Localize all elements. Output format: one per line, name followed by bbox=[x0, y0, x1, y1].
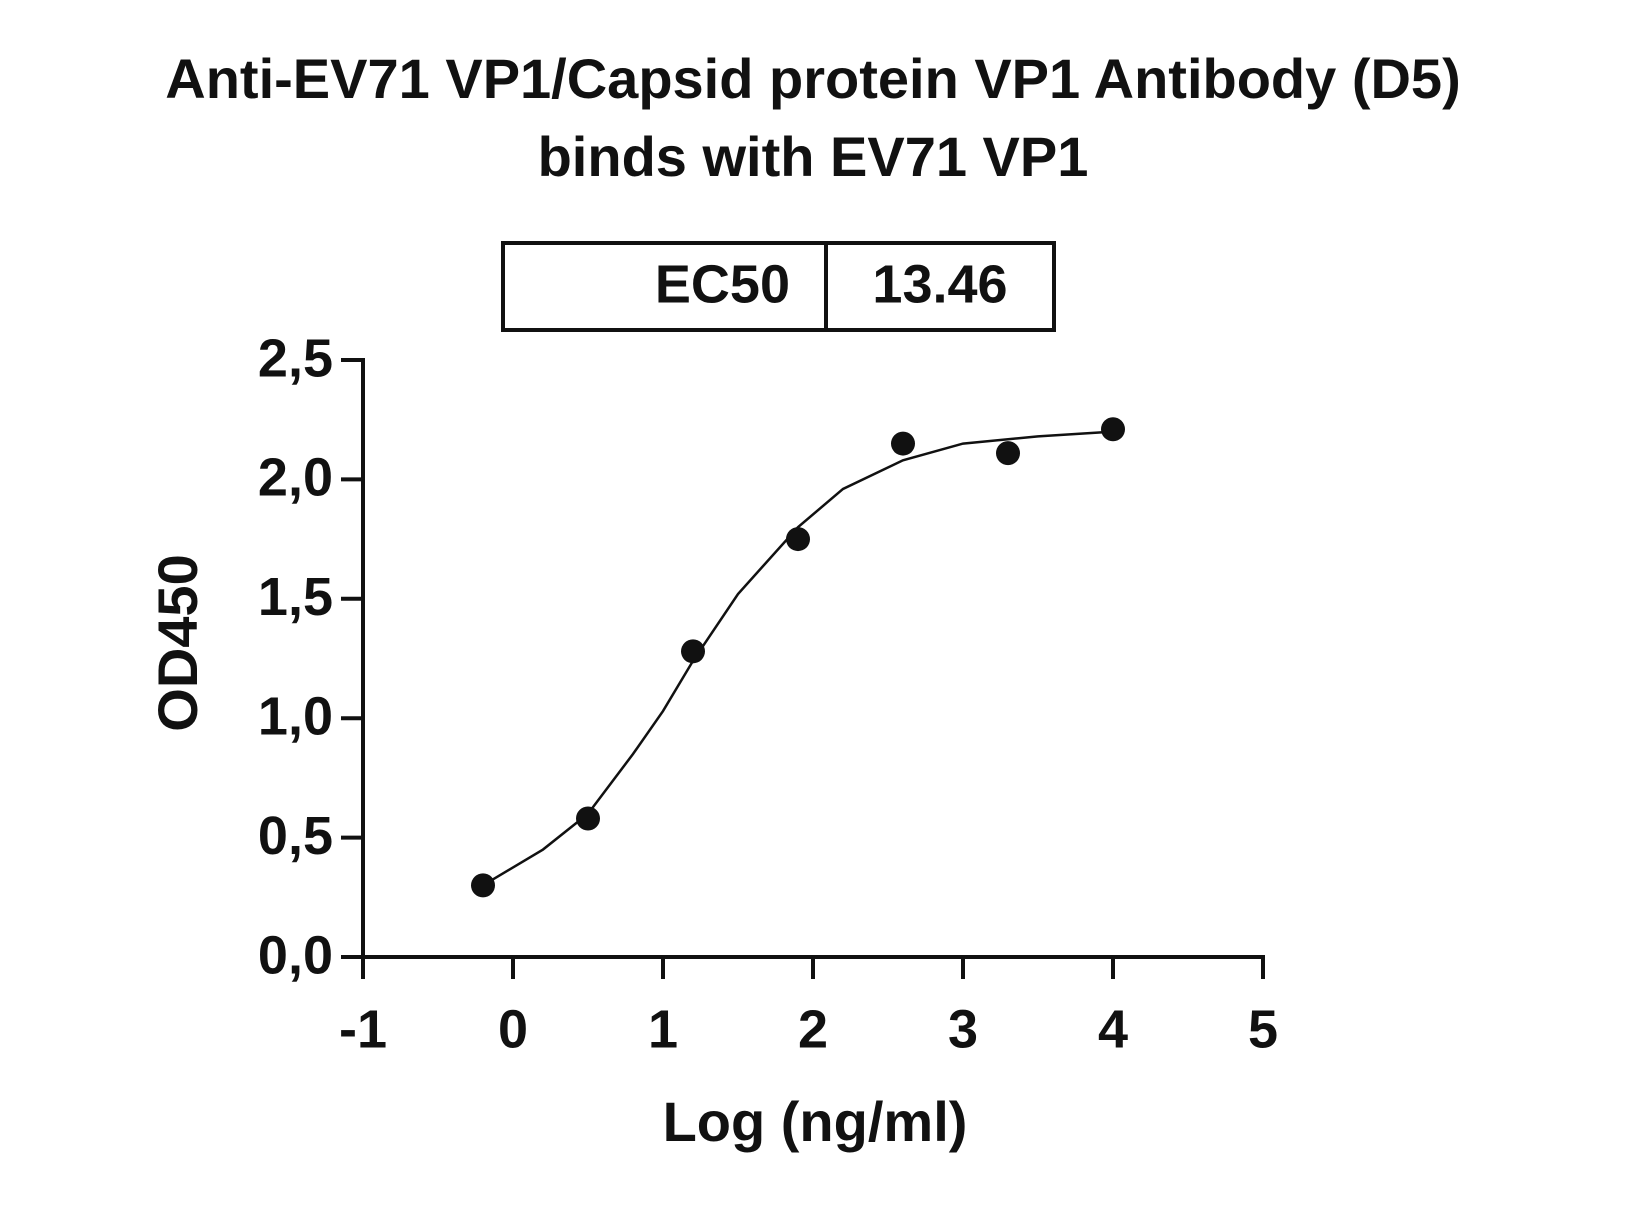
x-tick-label: 5 bbox=[1248, 999, 1278, 1059]
y-tick-label: 2,5 bbox=[258, 328, 333, 388]
x-tick-label: 3 bbox=[948, 999, 978, 1059]
y-tick-label: 0,0 bbox=[258, 925, 333, 985]
x-axis-label: Log (ng/ml) bbox=[663, 1090, 968, 1153]
y-tick-label: 1,5 bbox=[258, 567, 333, 627]
data-point bbox=[471, 873, 495, 898]
ec50-value: 13.46 bbox=[872, 254, 1007, 314]
data-point bbox=[786, 527, 810, 552]
ec50-label: EC50 bbox=[655, 254, 790, 314]
y-axis-label: OD450 bbox=[146, 554, 209, 731]
x-tick-label: 4 bbox=[1098, 999, 1128, 1059]
y-tick-label: 0,5 bbox=[258, 806, 333, 866]
data-point bbox=[681, 639, 705, 664]
data-point bbox=[576, 806, 600, 831]
ec50-box bbox=[501, 241, 1056, 332]
chart-title: binds with EV71 VP1 bbox=[538, 125, 1089, 188]
data-point bbox=[1101, 417, 1125, 442]
chart-title: Anti-EV71 VP1/Capsid protein VP1 Antibod… bbox=[165, 47, 1460, 110]
data-point bbox=[996, 441, 1020, 466]
x-tick-label: -1 bbox=[339, 999, 387, 1059]
y-tick-label: 2,0 bbox=[258, 448, 333, 508]
y-tick-label: 1,0 bbox=[258, 686, 333, 746]
x-tick-label: 2 bbox=[798, 999, 828, 1059]
data-point bbox=[891, 431, 915, 456]
x-tick-label: 1 bbox=[648, 999, 678, 1059]
x-tick-label: 0 bbox=[498, 999, 528, 1059]
